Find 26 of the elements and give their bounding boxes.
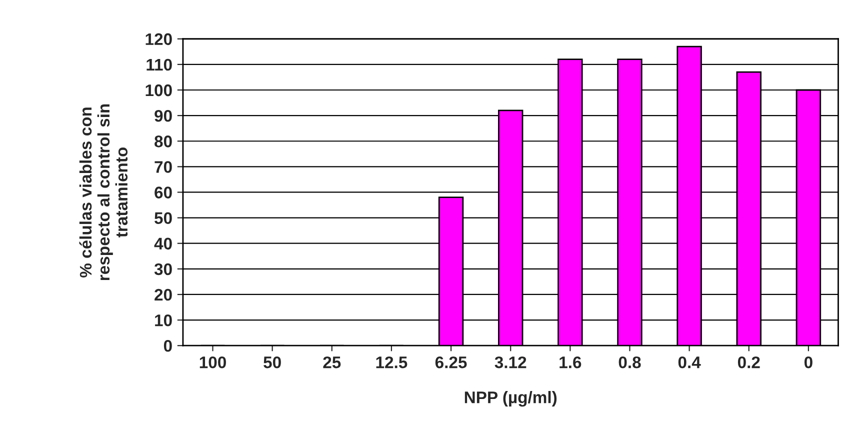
x-tick-label: 3.12 — [494, 356, 526, 368]
y-tick-label: 50 — [154, 212, 172, 224]
y-tick-label: 10 — [155, 314, 172, 326]
x-tick-label: 1.6 — [560, 356, 582, 368]
y-tick-label: 110 — [146, 58, 172, 71]
x-tick-label: 0 — [804, 356, 812, 368]
x-tick-label: 12.5 — [376, 356, 408, 368]
x-tick-label: 50 — [264, 356, 281, 368]
y-tick-label: 30 — [154, 263, 172, 276]
y-tick-label: 20 — [154, 288, 172, 301]
x-tick-label: 6.25 — [435, 356, 467, 368]
x-tick-label: 0.8 — [618, 356, 641, 368]
x-tick-label: 0.4 — [678, 356, 701, 368]
y-tick-label: 60 — [154, 186, 172, 198]
x-tick-label: 0.2 — [738, 356, 760, 368]
y-tick-label: 40 — [154, 238, 172, 250]
x-tick-label: 25 — [323, 356, 341, 368]
y-tick-label: 90 — [154, 110, 172, 122]
y-tick-label: 100 — [146, 84, 172, 96]
x-axis-title: NPP (µg/ml) — [464, 391, 557, 407]
x-tick-label: 100 — [200, 356, 226, 368]
y-tick-label: 80 — [154, 136, 172, 148]
y-tick-label: 120 — [146, 33, 172, 46]
y-tick-label: 0 — [164, 340, 172, 352]
y-axis-title: % células viables con respecto al control sin tratamiento — [79, 104, 128, 280]
y-tick-label: 70 — [154, 161, 172, 173]
